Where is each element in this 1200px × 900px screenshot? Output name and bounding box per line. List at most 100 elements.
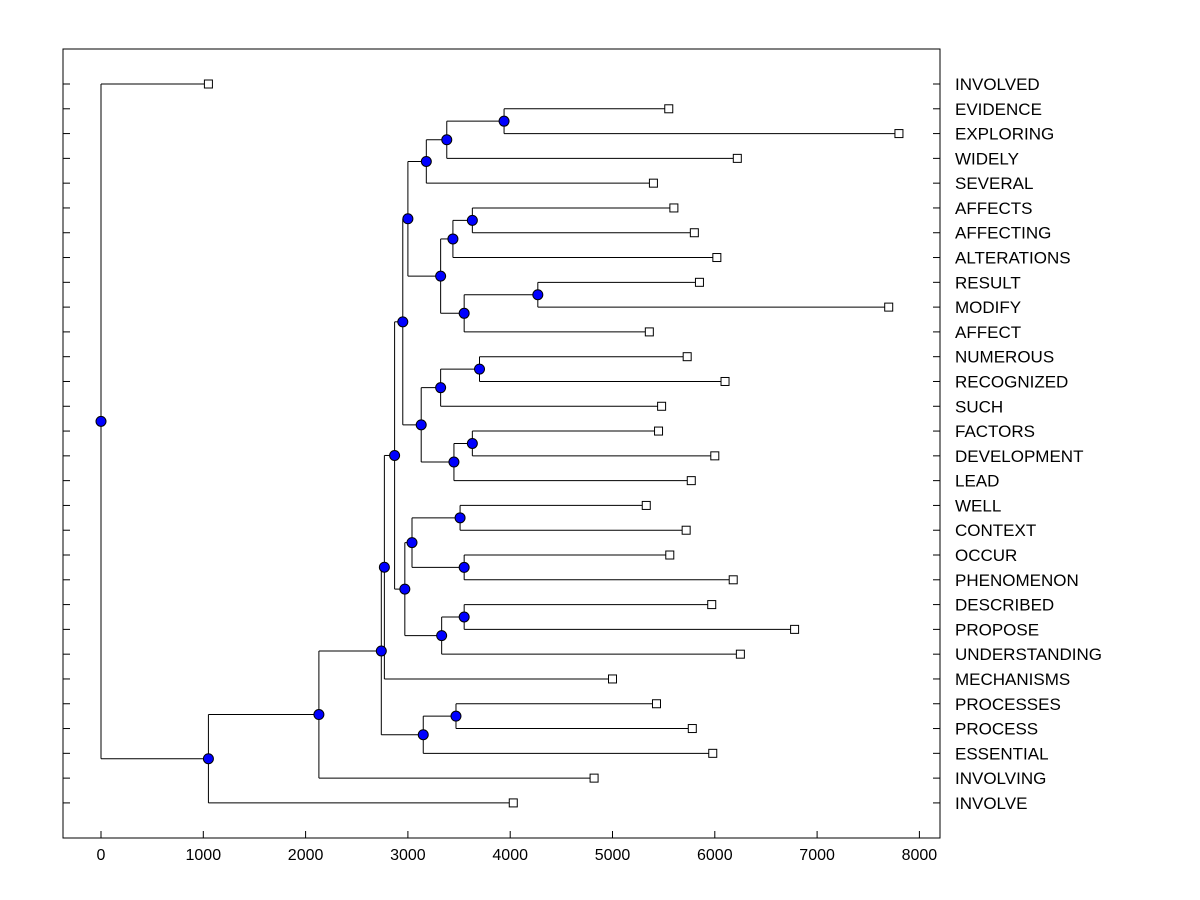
leaf-marker-exploring (894, 129, 904, 139)
leaf-marker-such (657, 401, 667, 411)
leaf-label-understanding: UNDERSTANDING (955, 645, 1102, 664)
node-marker-n28 (202, 753, 214, 765)
leaf-label-lead: LEAD (955, 472, 999, 491)
leaf-label-numerous: NUMEROUS (955, 348, 1054, 367)
node-marker-n23 (378, 561, 390, 573)
leaf-label-exploring: EXPLORING (955, 125, 1054, 144)
leaf-label-phenomenon: PHENOMENON (955, 571, 1079, 590)
leaf-marker-development (710, 451, 720, 461)
leaf-label-affects: AFFECTS (955, 199, 1032, 218)
node-marker-n25 (417, 729, 429, 741)
leaf-label-result: RESULT (955, 273, 1021, 292)
node-marker-n1 (498, 115, 510, 127)
x-tick-label: 8000 (902, 847, 938, 864)
node-marker-n20 (436, 630, 448, 642)
leaf-marker-understanding (735, 649, 745, 659)
leaf-label-involve: INVOLVE (955, 794, 1027, 813)
leaf-marker-affect (644, 327, 654, 337)
leaf-label-development: DEVELOPMENT (955, 447, 1083, 466)
leaf-marker-numerous (682, 352, 692, 362)
leaf-label-involving: INVOLVING (955, 769, 1046, 788)
leaf-marker-alterations (712, 253, 722, 263)
node-marker-n12 (466, 437, 478, 449)
node-marker-n2 (441, 134, 453, 146)
leaf-marker-essential (708, 748, 718, 758)
leaf-label-context: CONTEXT (955, 521, 1036, 540)
leaf-label-process: PROCESS (955, 720, 1038, 739)
leaf-label-factors: FACTORS (955, 422, 1035, 441)
node-marker-n21 (399, 583, 411, 595)
leaf-label-involved: INVOLVED (955, 75, 1040, 94)
leaf-marker-result (694, 277, 704, 287)
node-marker-n3 (420, 155, 432, 167)
node-marker-n5 (447, 233, 459, 245)
plot-frame (62, 48, 941, 839)
node-marker-n16 (454, 512, 466, 524)
leaf-label-affect: AFFECT (955, 323, 1021, 342)
leaf-label-several: SEVERAL (955, 174, 1033, 193)
leaf-markers (203, 79, 904, 808)
leaf-marker-processes (651, 699, 661, 709)
leaf-label-propose: PROPOSE (955, 620, 1039, 639)
leaf-marker-involve (508, 798, 518, 808)
leaf-marker-involving (589, 773, 599, 783)
x-tick-label: 4000 (492, 847, 528, 864)
leaf-label-recognized: RECOGNIZED (955, 372, 1068, 391)
leaf-marker-involved (203, 79, 213, 89)
node-marker-n8 (435, 270, 447, 282)
leaf-marker-modify (884, 302, 894, 312)
leaf-marker-several (648, 178, 658, 188)
leaf-labels: INVOLVED EVIDENCE EXPLORING WIDELY SEVERAL AF… (955, 75, 1102, 813)
leaf-label-such: SUCH (955, 397, 1003, 416)
node-marker-n24 (450, 710, 462, 722)
node-marker-n17 (458, 561, 470, 573)
node-markers (95, 115, 544, 765)
node-marker-n18 (406, 537, 418, 549)
node-marker-n29 (95, 415, 107, 427)
node-marker-n26 (375, 645, 387, 657)
x-tick-label: 7000 (799, 847, 835, 864)
leaf-label-modify: MODIFY (955, 298, 1021, 317)
leaf-label-described: DESCRIBED (955, 596, 1054, 615)
leaf-marker-context (681, 525, 691, 535)
leaf-marker-mechanisms (608, 674, 617, 684)
leaf-marker-described (707, 600, 717, 610)
leaf-label-essential: ESSENTIAL (955, 744, 1049, 763)
leaf-label-occur: OCCUR (955, 546, 1017, 565)
node-marker-n22 (389, 449, 401, 461)
leaf-marker-affects (669, 203, 679, 213)
node-marker-n4 (466, 214, 478, 226)
leaf-marker-widely (732, 153, 742, 163)
leaf-marker-affecting (689, 228, 699, 238)
x-tick-label: 1000 (186, 847, 222, 864)
node-marker-n27 (313, 709, 325, 721)
leaf-marker-factors (654, 426, 664, 436)
leaf-label-mechanisms: MECHANISMS (955, 670, 1070, 689)
leaf-label-widely: WIDELY (955, 149, 1019, 168)
leaf-marker-recognized (720, 376, 730, 386)
leaf-marker-propose (790, 624, 800, 634)
leaf-marker-well (641, 500, 651, 510)
leaf-label-affecting: AFFECTING (955, 224, 1051, 243)
x-axis: 0 1000 2000 3000 4000 5000 6000 7000 8000 (97, 831, 938, 864)
leaf-marker-lead (686, 476, 696, 486)
leaf-label-processes: PROCESSES (955, 695, 1061, 714)
node-marker-n19 (458, 611, 470, 623)
leaf-label-evidence: EVIDENCE (955, 100, 1042, 119)
node-marker-n15 (397, 316, 409, 328)
leaf-marker-occur (665, 550, 675, 560)
x-tick-label: 6000 (697, 847, 733, 864)
leaf-tick-marks (63, 83, 940, 804)
leaf-label-alterations: ALTERATIONS (955, 249, 1071, 268)
node-marker-n11 (435, 382, 447, 394)
node-marker-n6 (532, 289, 544, 301)
leaf-marker-evidence (664, 104, 674, 114)
x-tick-label: 3000 (390, 847, 426, 864)
leaf-label-well: WELL (955, 496, 1001, 515)
x-tick-label: 2000 (288, 847, 324, 864)
leaf-marker-process (687, 724, 697, 734)
node-marker-n13 (448, 456, 460, 468)
node-marker-n9 (402, 213, 414, 225)
node-marker-n7 (458, 307, 470, 319)
